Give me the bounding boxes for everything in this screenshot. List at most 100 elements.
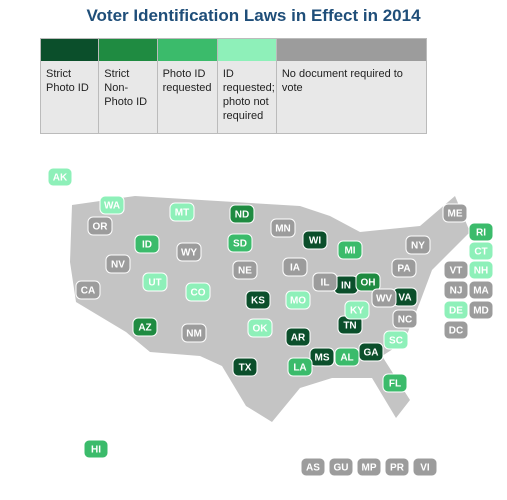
state-label: VI bbox=[420, 463, 430, 474]
state-label: MA bbox=[473, 286, 489, 297]
state bbox=[382, 373, 408, 393]
state-label: MO bbox=[290, 296, 306, 307]
state-label: ND bbox=[235, 210, 249, 221]
legend-item: Photo ID requested bbox=[157, 39, 218, 133]
state bbox=[384, 457, 410, 477]
state-label: OR bbox=[93, 222, 109, 233]
state-label: MS bbox=[315, 353, 330, 364]
state bbox=[443, 320, 469, 340]
state-label: VT bbox=[450, 266, 463, 277]
state bbox=[232, 260, 258, 280]
state bbox=[285, 290, 311, 310]
state bbox=[383, 330, 409, 350]
state-label: ME bbox=[448, 209, 463, 220]
state-label: MP bbox=[362, 463, 377, 474]
state bbox=[142, 272, 168, 292]
state bbox=[337, 240, 363, 260]
state-label: CO bbox=[191, 288, 206, 299]
state-label: ID bbox=[142, 240, 152, 251]
legend: Strict Photo ID Strict Non-Photo ID Photo … bbox=[40, 38, 427, 134]
state bbox=[87, 216, 113, 236]
state-label: WI bbox=[309, 236, 321, 247]
state-label: IA bbox=[290, 263, 300, 274]
state-label: CA bbox=[81, 286, 95, 297]
us-outline bbox=[70, 196, 470, 422]
state-label: KY bbox=[350, 306, 364, 317]
legend-item: Strict Photo ID bbox=[41, 39, 100, 133]
state-label: WA bbox=[104, 201, 120, 212]
legend-label: Photo ID requested bbox=[162, 68, 212, 94]
legend-swatch bbox=[157, 39, 217, 61]
title: Voter Identification Laws in Effect in 2… bbox=[86, 6, 421, 25]
state-label: HI bbox=[91, 445, 101, 456]
state-label: NE bbox=[238, 266, 252, 277]
state bbox=[344, 300, 370, 320]
state-label: AL bbox=[340, 353, 353, 364]
state-label: DC bbox=[449, 326, 463, 337]
state-label: NY bbox=[411, 241, 425, 252]
state-label: NM bbox=[186, 329, 202, 340]
state bbox=[312, 272, 338, 292]
state-label: MI bbox=[344, 246, 355, 257]
state bbox=[309, 347, 335, 367]
state bbox=[468, 300, 494, 320]
state bbox=[134, 234, 160, 254]
state-label: FL bbox=[389, 379, 401, 390]
state-label: TN bbox=[343, 321, 356, 332]
state bbox=[355, 272, 381, 292]
state bbox=[105, 254, 131, 274]
state-label: CT bbox=[474, 247, 487, 258]
state bbox=[185, 282, 211, 302]
state bbox=[442, 203, 468, 223]
legend-label: Strict Non-Photo ID bbox=[104, 68, 148, 108]
state bbox=[270, 218, 296, 238]
state bbox=[405, 235, 431, 255]
state-label: MN bbox=[275, 224, 291, 235]
legend-swatch bbox=[41, 39, 99, 61]
state bbox=[300, 457, 326, 477]
state-label: MD bbox=[473, 306, 489, 317]
state bbox=[356, 457, 382, 477]
state-label: RI bbox=[476, 228, 486, 239]
legend-item: Strict Non-Photo ID bbox=[99, 39, 158, 133]
legend-label: No document required to vote bbox=[281, 68, 403, 94]
state bbox=[391, 258, 417, 278]
state bbox=[229, 204, 255, 224]
state bbox=[468, 280, 494, 300]
state bbox=[132, 317, 158, 337]
legend-label: Strict Photo ID bbox=[46, 68, 89, 94]
state-label: NJ bbox=[450, 286, 463, 297]
state-label: AS bbox=[306, 463, 320, 474]
state bbox=[443, 280, 469, 300]
state-label: LA bbox=[293, 363, 306, 374]
state bbox=[99, 195, 125, 215]
state bbox=[392, 309, 418, 329]
legend-swatch bbox=[276, 39, 427, 61]
state-label: NH bbox=[474, 266, 488, 277]
state bbox=[371, 288, 397, 308]
state-label: SC bbox=[389, 336, 403, 347]
state bbox=[328, 457, 354, 477]
state-label: VA bbox=[398, 293, 411, 304]
state bbox=[468, 260, 494, 280]
state bbox=[47, 167, 73, 187]
state-label: OK bbox=[253, 324, 269, 335]
state bbox=[285, 327, 311, 347]
state bbox=[176, 242, 202, 262]
state bbox=[334, 347, 360, 367]
state-label: NC bbox=[398, 315, 412, 326]
state-label: DE bbox=[449, 306, 463, 317]
state-label: GU bbox=[334, 463, 349, 474]
state-label: IL bbox=[321, 278, 330, 289]
state bbox=[302, 230, 328, 250]
state bbox=[443, 300, 469, 320]
state-label: TX bbox=[239, 363, 252, 374]
state bbox=[169, 202, 195, 222]
state-label: KS bbox=[251, 296, 265, 307]
state bbox=[443, 260, 469, 280]
state-label: SD bbox=[233, 239, 247, 250]
state-label: WY bbox=[181, 248, 197, 259]
state bbox=[247, 318, 273, 338]
